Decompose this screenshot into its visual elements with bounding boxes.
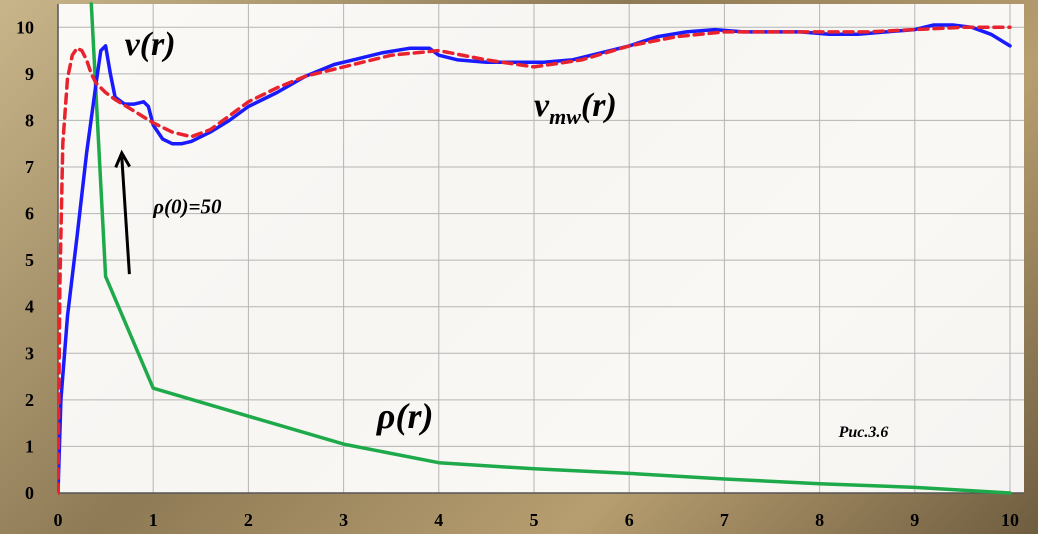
x-tick-label-0: 0 <box>54 510 63 530</box>
series-line-1-v-mw-r <box>58 25 1012 495</box>
x-tick-label-4: 4 <box>434 510 443 530</box>
x-tick-label-1: 1 <box>149 510 158 530</box>
label-rho0: ρ(0)=50 <box>152 195 222 219</box>
y-tick-label-6: 6 <box>25 204 34 224</box>
series-line-2--r <box>89 2 1012 495</box>
plot-background <box>58 4 1024 493</box>
label-v-of-r: v(r) <box>125 26 176 63</box>
series-group <box>58 2 1012 495</box>
annotation-arrow-head <box>114 149 131 169</box>
figure-caption: Рис.3.6 <box>838 424 889 441</box>
label-rho-of-r: ρ(r) <box>376 396 434 436</box>
y-tick-labels: 0 1 2 3 4 5 6 7 8 9 10 <box>16 17 34 503</box>
x-tick-label-10: 10 <box>1001 510 1019 530</box>
y-tick-label-8: 8 <box>25 110 34 130</box>
x-tick-label-9: 9 <box>910 510 919 530</box>
y-tick-label-4: 4 <box>25 297 34 317</box>
x-tick-label-8: 8 <box>815 510 824 530</box>
x-tick-label-7: 7 <box>720 510 729 530</box>
label-v-mw-of-r: vmw(r) <box>534 87 617 129</box>
y-tick-label-3: 3 <box>25 343 34 363</box>
y-tick-label-2: 2 <box>25 390 34 410</box>
y-tick-label-5: 5 <box>25 250 34 270</box>
x-tick-label-2: 2 <box>244 510 253 530</box>
x-tick-labels: 0 1 2 3 4 5 6 7 8 9 10 <box>54 510 1020 530</box>
x-tick-label-6: 6 <box>625 510 634 530</box>
y-tick-label-7: 7 <box>25 157 34 177</box>
y-tick-label-1: 1 <box>25 436 34 456</box>
y-tick-label-10: 10 <box>16 17 34 37</box>
x-tick-label-5: 5 <box>530 510 539 530</box>
y-tick-label-9: 9 <box>25 64 34 84</box>
x-tick-label-3: 3 <box>339 510 348 530</box>
annotation-arrow-shaft <box>120 156 131 275</box>
y-tick-label-0: 0 <box>25 483 34 503</box>
annotations: v(r) vmw(r) ρ(0)=50 ρ(r) Рис.3.6 <box>114 26 889 441</box>
